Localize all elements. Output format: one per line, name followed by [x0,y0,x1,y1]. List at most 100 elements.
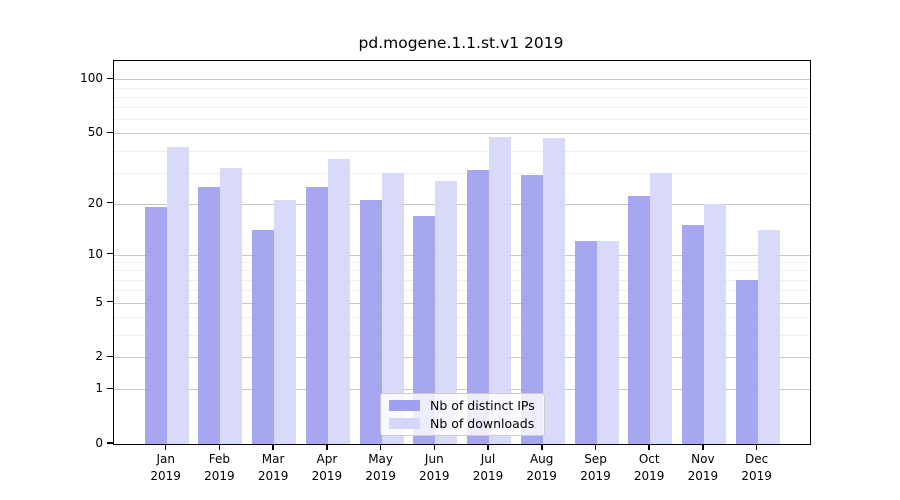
y-tick-label-5: 5 [95,294,103,309]
gridline-minor-7 [114,279,810,281]
x-tick-label-mar: Mar 2019 [245,451,301,484]
legend-label-downloads: Nb of downloads [430,416,535,431]
x-tick-label-sep: Sep 2019 [568,451,624,484]
gridline-minor-70 [114,107,810,109]
x-tick-label-month-jul: Jul [480,452,496,466]
bar-ips-oct [628,196,651,444]
x-tick-label-jul: Jul 2019 [460,451,516,484]
y-tick-mark-1 [107,387,113,389]
gridline-minor-8 [114,270,810,272]
bar-downloads-apr [327,158,350,444]
x-tick-label-month-apr: Apr [316,452,338,466]
y-tick-mark-10 [107,252,113,255]
x-tick-label-month-dec: Dec [744,452,769,466]
bar-ips-may [359,199,382,444]
x-tick-mark-aug [541,444,543,450]
bar-ips-sep [574,241,597,444]
y-tick-mark-20 [107,201,113,204]
legend-label-distinct-ips: Nb of distinct IPs [430,398,535,413]
x-tick-label-month-aug: Aug [529,452,554,466]
bar-downloads-may [381,172,404,444]
x-tick-label-month-jan: Jan [156,452,175,466]
x-tick-label-year-apr: 2019 [311,468,343,483]
y-tick-mark-2 [107,355,113,357]
bar-ips-aug [520,175,543,444]
bar-downloads-jun [435,180,458,444]
gridline-minor-40 [114,150,810,152]
x-tick-label-month-sep: Sep [584,452,607,466]
x-tick-label-year-mar: 2019 [257,468,289,483]
gridline-major-100 [114,79,810,81]
bar-ips-apr [305,186,328,444]
x-tick-label-year-may: 2019 [365,468,396,483]
x-tick-label-year-dec: 2019 [741,468,772,483]
plot-area [113,60,811,445]
gridline-minor-4 [114,316,810,318]
x-tick-mark-apr [326,444,328,450]
x-tick-mark-nov [702,444,704,450]
x-tick-label-oct: Oct 2019 [621,451,677,484]
x-tick-label-year-jan: 2019 [150,468,181,483]
legend-swatch-downloads [389,418,420,429]
x-tick-label-month-feb: Feb [208,452,231,466]
bar-downloads-nov [703,203,726,444]
y-tick-mark-0 [107,442,113,444]
x-tick-label-month-oct: Oct [638,452,660,466]
gridline-major-20 [114,203,810,205]
x-tick-label-year-feb: 2019 [204,468,235,483]
gridline-minor-30 [114,172,810,174]
gridline-minor-6 [114,290,810,292]
x-tick-label-year-jul: 2019 [472,468,504,483]
bar-downloads-dec [757,230,780,444]
gridline-major-1 [114,389,810,391]
y-tick-label-2: 2 [95,349,103,364]
x-tick-label-jun: Jun 2019 [406,451,462,484]
x-tick-mark-dec [755,444,758,450]
x-tick-mark-jun [433,444,436,450]
gridline-minor-80 [114,96,810,98]
gridline-major-10 [114,254,810,256]
x-tick-label-nov: Nov 2019 [675,451,731,484]
bar-ips-dec [735,279,758,444]
bar-ips-jan [144,207,167,444]
x-tick-label-dec: Dec 2019 [729,451,785,484]
x-tick-label-apr: Apr 2019 [299,451,355,484]
x-tick-label-month-nov: Nov [691,452,715,466]
x-tick-label-year-sep: 2019 [580,468,611,483]
x-tick-label-feb: Feb 2019 [191,451,247,484]
x-tick-label-jan: Jan 2019 [138,451,194,484]
bar-downloads-mar [274,199,297,444]
bar-ips-feb [198,186,221,444]
gridline-minor-90 [114,87,810,89]
x-tick-mark-oct [648,444,650,450]
y-tick-label-20: 20 [87,195,103,210]
legend: Nb of distinct IPs Nb of downloads [380,393,545,436]
gridline-minor-9 [114,262,810,264]
bar-downloads-jan [166,146,189,444]
chart-title: pd.mogene.1.1.st.v1 2019 [358,34,564,52]
legend-item-downloads: Nb of downloads [389,416,536,431]
x-tick-label-month-jun: Jun [424,452,444,466]
x-tick-label-may: May 2019 [353,451,409,484]
gridline-major-50 [114,133,810,135]
y-tick-label-50: 50 [87,125,103,140]
gridline-minor-3 [114,334,810,336]
bar-ips-jun [413,215,436,444]
x-tick-label-month-mar: Mar [261,452,285,466]
x-tick-mark-feb [218,444,221,450]
bar-ips-mar [252,230,275,444]
x-tick-label-year-aug: 2019 [526,468,557,483]
y-tick-label-1: 1 [95,381,103,396]
legend-swatch-distinct-ips [389,400,420,411]
y-tick-label-10: 10 [87,246,103,261]
gridline-major-5 [114,302,810,304]
y-tick-label-0: 0 [95,436,103,450]
x-tick-label-month-may: May [368,452,393,466]
bar-ips-jul [467,170,489,444]
x-tick-label-aug: Aug 2019 [514,451,570,484]
y-tick-label-100: 100 [80,71,103,86]
gridline-major-2 [114,357,810,359]
y-tick-mark-5 [107,300,113,303]
x-tick-label-year-oct: 2019 [633,468,665,483]
